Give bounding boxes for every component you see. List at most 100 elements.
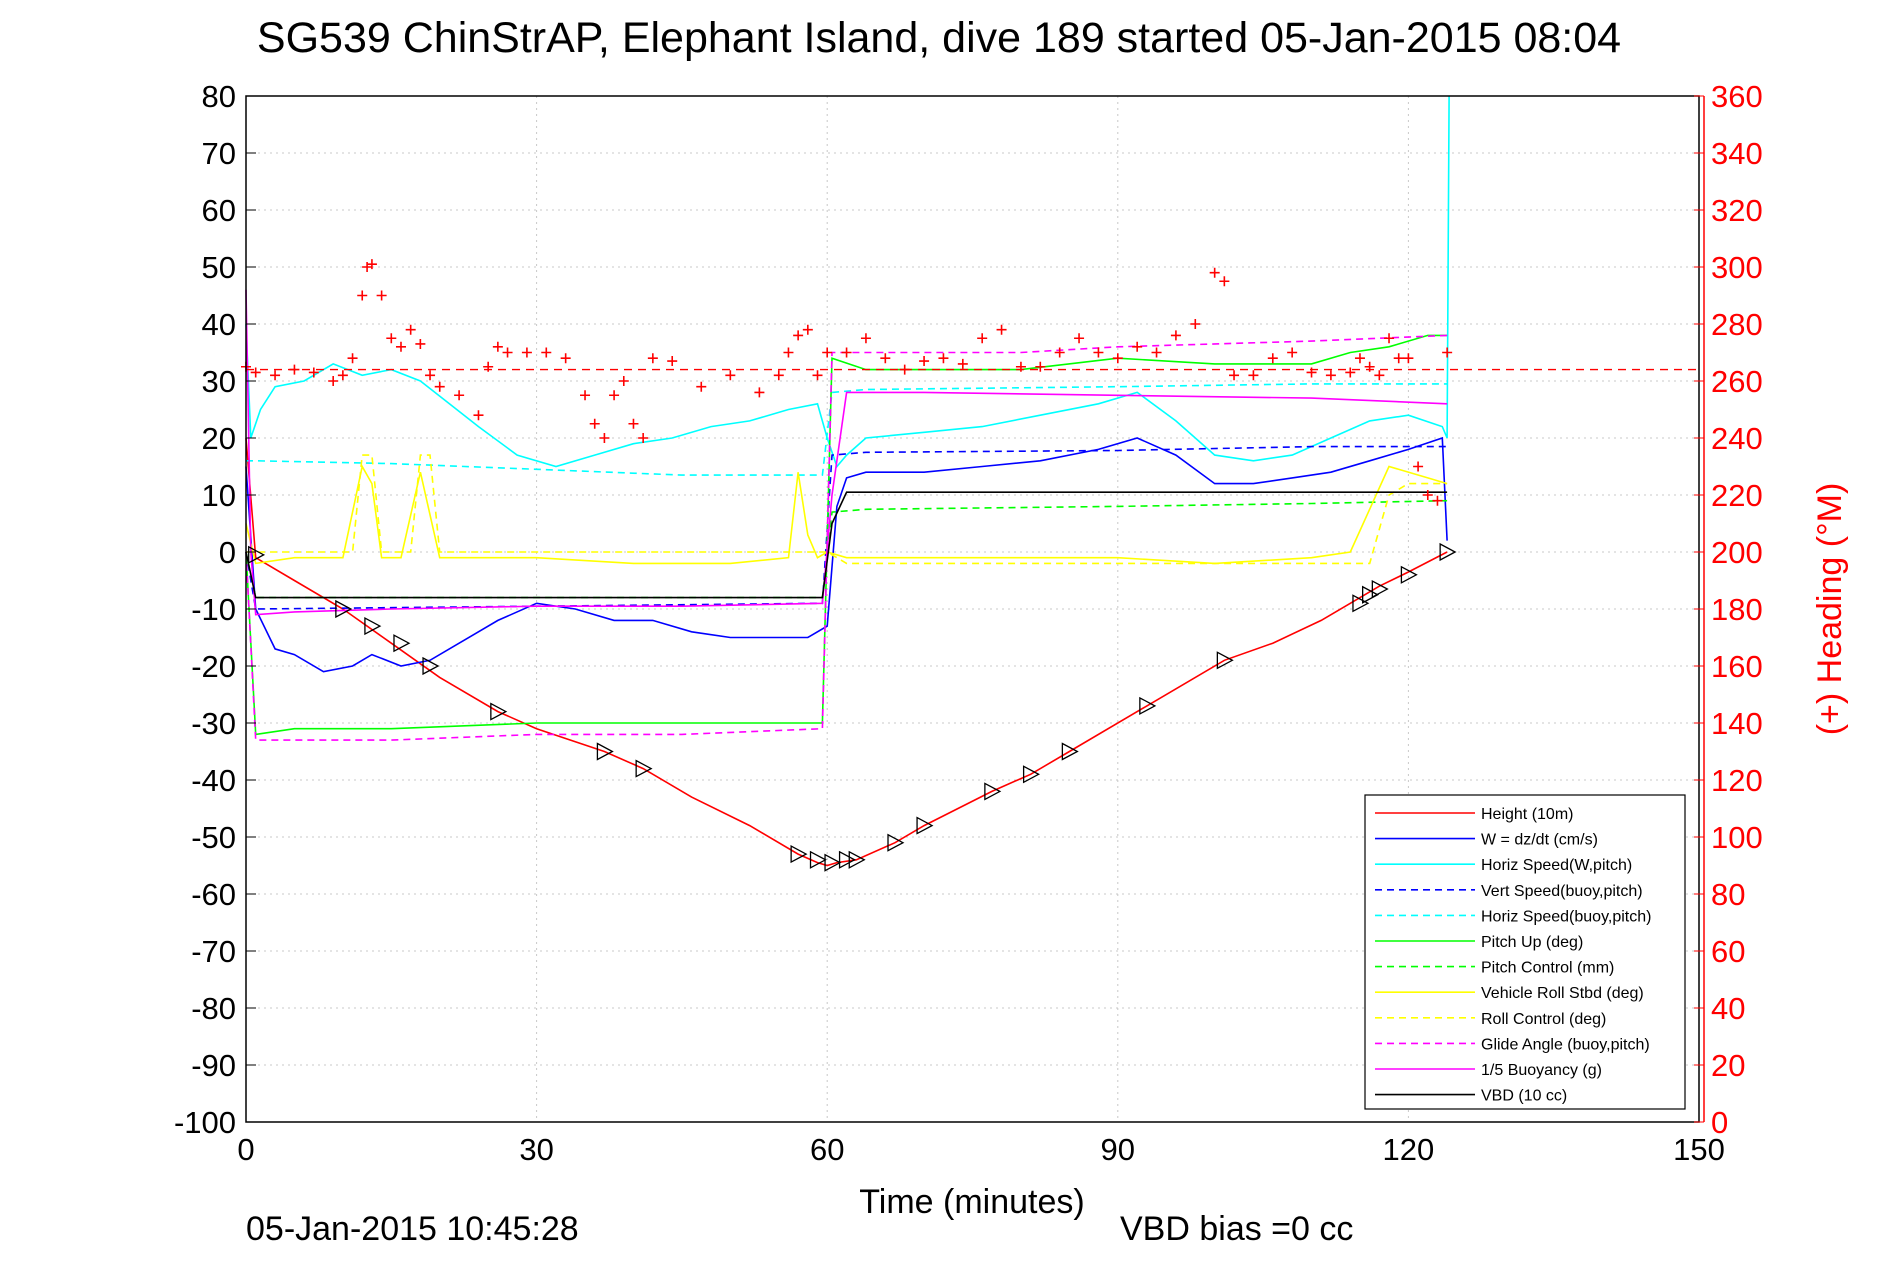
right-tick-label: 240: [1711, 421, 1763, 456]
y-tick-label: -90: [191, 1048, 236, 1083]
right-tick-label: 360: [1711, 79, 1763, 114]
heading-marker: [1325, 370, 1336, 381]
heading-marker: [628, 418, 639, 429]
x-tick-label: 120: [1383, 1132, 1435, 1167]
legend-label: W = dz/dt (cm/s): [1481, 832, 1598, 849]
heading-marker: [793, 330, 804, 341]
heading-marker: [376, 290, 387, 301]
depth-marker: [1139, 696, 1157, 715]
depth-marker: [393, 634, 411, 653]
y-tick-label: 80: [202, 79, 236, 114]
heading-marker: [1190, 319, 1201, 329]
right-tick-label: 20: [1711, 1048, 1745, 1083]
depth-marker: [422, 656, 440, 676]
depth-marker: [1400, 565, 1418, 584]
heading-marker: [1112, 353, 1123, 364]
heading-marker: [599, 433, 610, 443]
heading-marker: [1354, 353, 1365, 364]
y-tick-label: 10: [202, 478, 236, 513]
x-tick-label: 90: [1101, 1132, 1135, 1167]
heading-marker: [541, 347, 552, 358]
series-line-1: [245, 436, 1448, 673]
heading-marker: [395, 341, 406, 352]
y-tick-label: -50: [191, 820, 236, 855]
heading-marker: [609, 390, 620, 401]
y-tick-label: 60: [202, 193, 236, 228]
heading-marker: [434, 381, 445, 392]
right-tick-label: 320: [1711, 193, 1763, 228]
depth-marker: [1439, 542, 1457, 562]
x-tick-label: 150: [1673, 1132, 1725, 1167]
depth-marker: [916, 816, 934, 835]
x-tick-label: 0: [237, 1132, 254, 1167]
heading-marker: [357, 290, 368, 301]
x-axis-ticks: 0 30 60 90 120 150: [237, 1132, 1724, 1167]
y-tick-label: -20: [191, 649, 236, 684]
footer-timestamp: 05-Jan-2015 10:45:28: [246, 1210, 579, 1248]
legend-box: [1364, 794, 1686, 1110]
heading-marker: [1209, 267, 1220, 278]
heading-marker: [473, 410, 484, 421]
heading-marker: [1422, 490, 1433, 500]
heading-marker: [1267, 353, 1278, 364]
y-tick-label: 50: [202, 250, 236, 285]
heading-marker: [899, 364, 910, 375]
legend-label: Glide Angle (buoy,pitch): [1481, 1036, 1650, 1053]
heading-marker: [880, 353, 891, 364]
heading-marker: [860, 333, 871, 344]
legend-label: Pitch Control (mm): [1481, 960, 1614, 977]
heading-marker: [289, 364, 300, 375]
legend-label: Horiz Speed(buoy,pitch): [1481, 908, 1651, 925]
heading-marker: [1248, 370, 1259, 381]
heading-marker: [1345, 367, 1356, 378]
y-tick-label: -80: [191, 991, 236, 1026]
legend-label: Pitch Up (deg): [1481, 934, 1583, 951]
heading-marker: [1035, 361, 1046, 372]
heading-marker: [337, 370, 348, 381]
heading-marker: [1132, 341, 1143, 352]
y-tick-label: 40: [202, 307, 236, 342]
heading-marker: [1229, 370, 1240, 381]
series-lines: [245, 95, 1450, 867]
right-tick-label: 80: [1711, 877, 1745, 912]
depth-marker: [848, 850, 866, 869]
right-tick-label: 260: [1711, 364, 1763, 399]
right-tick-label: 300: [1711, 250, 1763, 285]
depth-marker: [364, 617, 382, 636]
legend-label: Vehicle Roll Stbd (deg): [1481, 985, 1644, 1002]
heading-marker: [1306, 367, 1317, 378]
heading-marker: [415, 338, 426, 349]
heading-marker: [1054, 347, 1065, 358]
heading-marker: [1170, 330, 1181, 341]
x-tick-label: 60: [810, 1132, 844, 1167]
heading-marker: [1442, 347, 1453, 358]
heading-marker: [938, 353, 949, 364]
heading-markers: [241, 259, 1699, 506]
heading-marker: [812, 370, 823, 381]
heading-marker: [250, 367, 261, 378]
heading-marker: [589, 418, 600, 429]
y-tick-label: 30: [202, 364, 236, 399]
depth-marker: [248, 545, 266, 564]
heading-marker: [919, 356, 930, 367]
series-line-6: [245, 499, 1448, 599]
heading-marker: [328, 376, 339, 386]
depth-marker: [1371, 579, 1389, 599]
legend-label: Roll Control (deg): [1481, 1011, 1606, 1028]
series-line-8: [246, 454, 1448, 565]
depth-marker: [824, 853, 842, 872]
heading-marker: [638, 433, 649, 443]
series-line-11: [245, 491, 1448, 599]
heading-marker: [1151, 347, 1162, 358]
depth-marker: [1352, 594, 1370, 613]
right-tick-label: 100: [1711, 820, 1763, 855]
right-tick-label: 0: [1711, 1105, 1728, 1140]
depth-marker: [1362, 585, 1380, 604]
heading-marker: [1432, 495, 1443, 506]
depth-marker: [1216, 651, 1234, 670]
depth-marker: [1061, 742, 1079, 761]
right-tick-label: 180: [1711, 592, 1763, 627]
heading-marker: [773, 370, 784, 381]
heading-marker: [725, 370, 736, 381]
heading-marker: [1374, 370, 1385, 381]
